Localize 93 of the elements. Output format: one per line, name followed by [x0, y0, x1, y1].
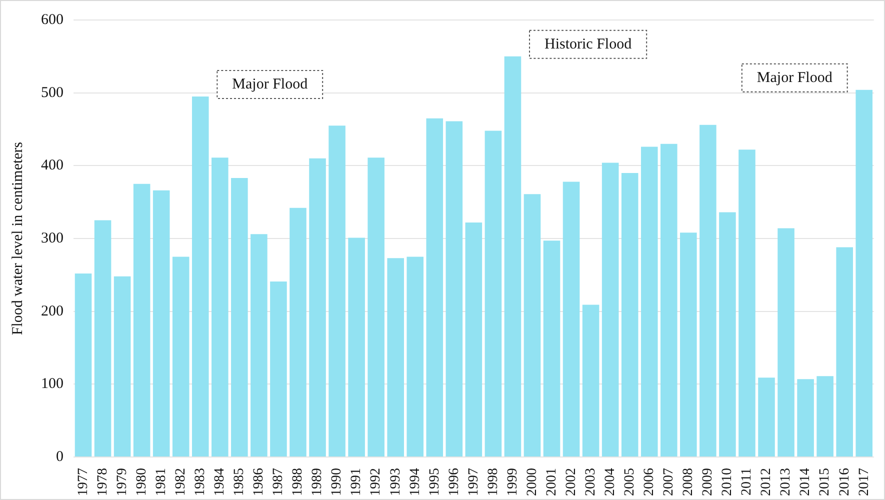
bar [348, 238, 365, 456]
x-tick-label: 1994 [408, 468, 423, 496]
x-tick-label: 1985 [232, 468, 248, 496]
x-tick-label: 2003 [583, 468, 598, 496]
x-tick-label: 1977 [76, 468, 91, 496]
bar [602, 162, 619, 456]
bar [172, 256, 190, 456]
bar [114, 276, 131, 456]
bar [74, 273, 92, 456]
y-tick-label: 200 [41, 303, 64, 320]
x-tick-label: 2011 [740, 468, 755, 496]
y-tick-label: 600 [41, 12, 64, 28]
bar [152, 190, 170, 456]
bar [465, 222, 482, 456]
bar [680, 232, 697, 456]
x-tick-label: 1978 [95, 468, 110, 496]
x-tick-label: 2000 [524, 468, 540, 496]
annotation: Major Flood [756, 70, 833, 86]
x-tick-label: 2013 [778, 468, 794, 496]
x-tick-label: 1997 [466, 468, 482, 496]
x-tick-label: 1987 [271, 468, 286, 496]
x-tick-label: 1992 [368, 468, 384, 496]
bar [816, 376, 834, 456]
x-tick-label: 2006 [642, 468, 658, 496]
bar [309, 158, 326, 456]
x-tick-label: 1998 [486, 468, 501, 496]
bar [778, 228, 794, 456]
bar [328, 126, 346, 456]
x-tick-label: 1995 [427, 468, 442, 496]
x-tick-label: 2008 [681, 468, 696, 496]
y-tick-label: 400 [41, 158, 64, 174]
bar [640, 146, 658, 456]
x-tick-label: 2012 [759, 468, 774, 496]
bar [250, 234, 268, 456]
x-tick-label: 1979 [114, 468, 130, 496]
bar [484, 130, 502, 456]
x-tick-label: 1983 [193, 468, 208, 496]
x-tick-label: 1989 [310, 468, 326, 496]
bar [290, 208, 306, 456]
x-tick-label: 1986 [252, 468, 267, 496]
bar [426, 118, 444, 456]
bar [758, 378, 775, 456]
bar [621, 172, 638, 456]
x-tick-label: 1996 [446, 468, 462, 496]
bar [368, 158, 384, 456]
annotation: Historic Flood [544, 36, 632, 52]
bar [231, 178, 248, 456]
bar [446, 121, 463, 456]
x-tick-label: 1991 [349, 468, 364, 496]
x-tick-label: 1980 [134, 468, 150, 496]
x-tick-label: 2002 [564, 468, 579, 496]
x-tick-label: 1988 [290, 468, 306, 496]
x-tick-label: 2014 [798, 468, 814, 496]
x-tick-label: 1990 [330, 468, 345, 496]
bar [797, 379, 814, 456]
x-tick-label: 1981 [154, 468, 170, 496]
bar [270, 281, 287, 456]
bar [836, 247, 853, 456]
bar [719, 212, 736, 456]
bar [582, 304, 600, 456]
x-tick-label: 2016 [837, 468, 852, 496]
x-tick-label: 1984 [212, 468, 228, 496]
x-tick-label: 2001 [544, 468, 560, 496]
y-tick-label: 0 [56, 448, 64, 465]
bar [406, 256, 424, 456]
bar [738, 150, 756, 456]
bar [133, 184, 150, 456]
bar [192, 96, 209, 456]
x-tick-label: 2009 [700, 468, 716, 496]
annotation: Major Flood [232, 76, 308, 92]
x-tick-label: 1993 [388, 468, 404, 496]
y-axis-title: Flood water level in centimeters [10, 142, 26, 336]
bar [524, 194, 541, 456]
x-tick-label: 2005 [622, 468, 638, 496]
bar [543, 240, 560, 456]
x-tick-label: 1982 [174, 468, 189, 496]
y-tick-label: 500 [41, 84, 64, 101]
x-tick-label: 2004 [603, 468, 618, 496]
x-tick-label: 1999 [505, 468, 520, 496]
bar [212, 158, 228, 456]
bar [387, 258, 404, 456]
bar [660, 144, 678, 456]
x-tick-label: 2015 [818, 468, 833, 496]
bar [856, 90, 872, 456]
y-tick-label: 100 [41, 376, 64, 392]
x-tick-label: 2007 [662, 468, 677, 496]
x-tick-label: 2017 [856, 468, 872, 496]
y-tick-label: 300 [41, 230, 64, 246]
bar [94, 220, 112, 456]
bar [504, 56, 522, 456]
x-tick-label: 2010 [720, 468, 736, 496]
bar [700, 124, 716, 456]
bar [562, 182, 580, 456]
